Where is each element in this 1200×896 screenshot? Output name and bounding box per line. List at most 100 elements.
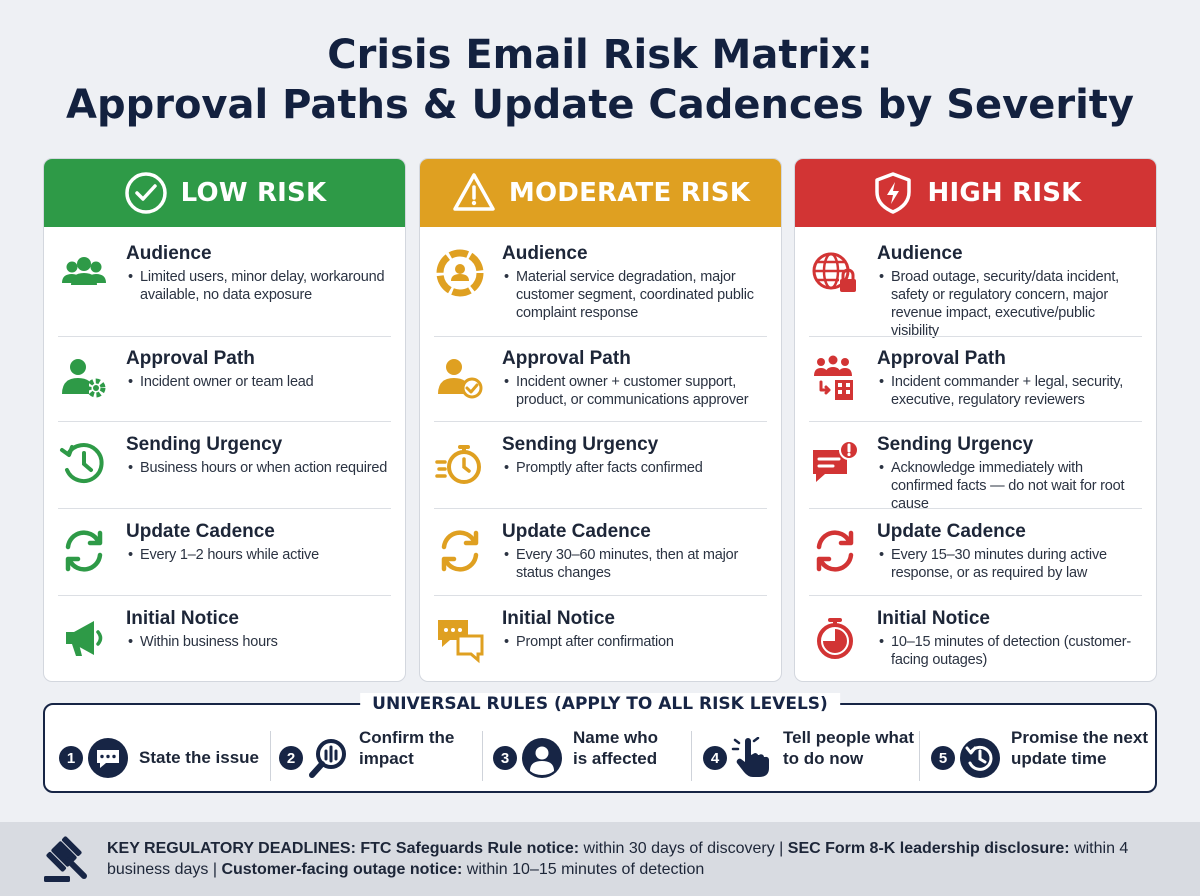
moderate-audience-body: Material service degradation, major cust…	[502, 268, 771, 322]
high-notice-row: Initial Notice 10–15 minutes of detectio…	[795, 608, 1156, 669]
title-line-2: Approval Paths & Update Cadences by Seve…	[66, 82, 1134, 128]
rule-separator	[482, 731, 483, 781]
refresh-icon	[816, 530, 854, 572]
low-audience-row: Audience Limited users, minor delay, wor…	[44, 243, 405, 304]
stopwatch-fast-icon	[435, 445, 481, 484]
moderate-approval-title: Approval Path	[502, 348, 631, 369]
refresh-icon	[441, 530, 479, 572]
universal-rules-panel: UNIVERSAL RULES (APPLY TO ALL RISK LEVEL…	[43, 693, 1157, 793]
low-audience-body: Limited users, minor delay, workaround a…	[126, 268, 395, 304]
rule-text-line: Tell people what	[783, 728, 914, 747]
high-risk-card: HIGH RISK Audience Broad outage, securit…	[794, 158, 1157, 682]
rule-name-affected: 3 Name who is affected	[493, 727, 658, 787]
divider	[434, 336, 767, 337]
low-cadence-body: Every 1–2 hours while active	[126, 546, 395, 564]
divider	[58, 336, 391, 337]
deadline-value: within 10–15 minutes of detection	[462, 861, 705, 878]
moderate-risk-header: MODERATE RISK	[420, 159, 781, 227]
check-circle-icon	[124, 172, 167, 214]
rule-separator	[691, 731, 692, 781]
page-title: Crisis Email Risk Matrix: Approval Paths…	[0, 30, 1200, 130]
high-cadence-row: Update Cadence Every 15–30 minutes durin…	[795, 521, 1156, 582]
moderate-notice-body: Prompt after confirmation	[502, 633, 771, 651]
high-urgency-body: Acknowledge immediately with confirmed f…	[877, 459, 1146, 513]
user-circle-icon	[522, 738, 562, 778]
high-audience-row: Audience Broad outage, security/data inc…	[795, 243, 1156, 340]
moderate-approval-body: Incident owner + customer support, produ…	[502, 373, 771, 409]
moderate-audience-row: Audience Material service degradation, m…	[420, 243, 781, 322]
rule-promise-update: 5 Promise the next update time	[931, 727, 1148, 787]
low-notice-body: Within business hours	[126, 633, 395, 651]
rule-text: Tell people what to do now	[783, 727, 914, 769]
low-approval-row: Approval Path Incident owner or team lea…	[44, 348, 405, 398]
divider	[809, 595, 1142, 596]
low-risk-card: LOW RISK Audience Limited users, minor d…	[43, 158, 406, 682]
low-risk-label: LOW RISK	[180, 178, 327, 208]
megaphone-icon	[66, 621, 103, 656]
low-risk-header: LOW RISK	[44, 159, 405, 227]
rule-text: Promise the next update time	[1011, 727, 1148, 769]
deadline-value: within 30 days of discovery |	[579, 840, 788, 857]
rule-text-line: to do now	[783, 749, 864, 768]
high-risk-header: HIGH RISK	[795, 159, 1156, 227]
rule-text-line: Confirm the	[359, 728, 455, 747]
rule-number: 1	[59, 746, 83, 770]
clock-refresh-icon	[960, 738, 1000, 778]
refresh-icon	[65, 530, 103, 572]
chat-bubbles-icon	[438, 620, 484, 664]
high-approval-title: Approval Path	[877, 348, 1006, 369]
moderate-cadence-title: Update Cadence	[502, 521, 651, 542]
low-notice-row: Initial Notice Within business hours	[44, 608, 405, 656]
clock-arrow-icon	[60, 443, 104, 483]
high-risk-label: HIGH RISK	[927, 178, 1082, 208]
stopwatch-icon	[817, 618, 853, 659]
moderate-cadence-body: Every 30–60 minutes, then at major statu…	[502, 546, 771, 582]
rule-text: Confirm the impact	[359, 727, 454, 769]
title-line-1: Crisis Email Risk Matrix:	[327, 32, 873, 78]
divider	[434, 421, 767, 422]
low-urgency-body: Business hours or when action required	[126, 459, 395, 477]
rule-text-line: Promise the next	[1011, 728, 1148, 747]
high-cadence-title: Update Cadence	[877, 521, 1026, 542]
high-urgency-title: Sending Urgency	[877, 434, 1034, 455]
user-target-icon	[436, 249, 484, 297]
moderate-notice-title: Initial Notice	[502, 608, 615, 629]
divider	[809, 336, 1142, 337]
rule-number: 5	[931, 746, 955, 770]
rule-text-line: is affected	[573, 749, 658, 768]
low-audience-title: Audience	[126, 243, 212, 264]
team-building-icon	[814, 355, 853, 400]
warning-triangle-icon	[453, 173, 495, 211]
divider	[58, 595, 391, 596]
moderate-audience-title: Audience	[502, 243, 588, 264]
rule-text-line: State the issue	[139, 748, 259, 767]
moderate-urgency-title: Sending Urgency	[502, 434, 659, 455]
rule-state-issue: 1 State the issue	[59, 727, 259, 787]
low-cadence-title: Update Cadence	[126, 521, 275, 542]
regulatory-deadlines-text: KEY REGULATORY DEADLINES: FTC Safeguards…	[107, 838, 1167, 880]
deadline-value: within 4 business days |	[107, 840, 1129, 878]
rule-tell-what-to-do: 4 Tell people what to do now	[703, 727, 914, 787]
high-cadence-body: Every 15–30 minutes during active respon…	[877, 546, 1146, 582]
moderate-urgency-row: Sending Urgency Promptly after facts con…	[420, 434, 781, 484]
speech-bubble-icon	[88, 738, 128, 778]
regulatory-deadlines-footer: KEY REGULATORY DEADLINES: FTC Safeguards…	[0, 822, 1200, 896]
alert-message-icon	[813, 440, 859, 482]
moderate-notice-row: Initial Notice Prompt after confirmation	[420, 608, 781, 664]
deadline-label: Customer-facing outage notice:	[221, 861, 463, 878]
divider	[58, 508, 391, 509]
divider	[434, 508, 767, 509]
deadline-label: KEY REGULATORY DEADLINES: FTC Safeguards…	[107, 840, 580, 857]
low-urgency-title: Sending Urgency	[126, 434, 283, 455]
rule-separator	[919, 731, 920, 781]
moderate-urgency-body: Promptly after facts confirmed	[502, 459, 771, 477]
divider	[809, 421, 1142, 422]
high-audience-body: Broad outage, security/data incident, sa…	[877, 268, 1146, 340]
high-approval-row: Approval Path Incident commander + legal…	[795, 348, 1156, 409]
gavel-icon	[44, 836, 87, 882]
shield-lightning-icon	[874, 172, 911, 214]
high-notice-title: Initial Notice	[877, 608, 990, 629]
magnifier-icon	[309, 739, 346, 778]
divider	[809, 508, 1142, 509]
low-cadence-row: Update Cadence Every 1–2 hours while act…	[44, 521, 405, 572]
